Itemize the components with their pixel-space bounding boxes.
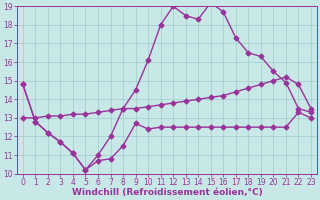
X-axis label: Windchill (Refroidissement éolien,°C): Windchill (Refroidissement éolien,°C): [72, 188, 262, 197]
